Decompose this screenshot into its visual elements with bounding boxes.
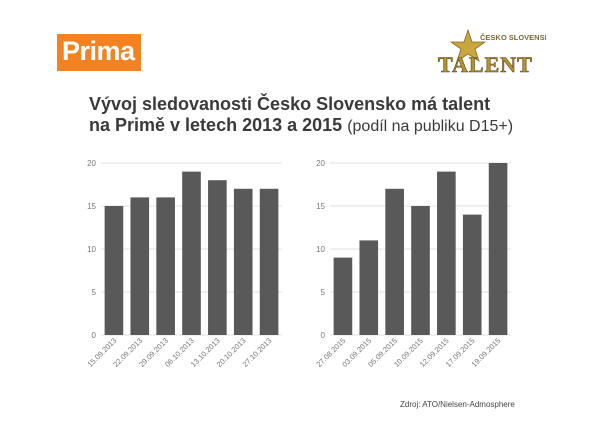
bar [462, 214, 482, 335]
y-tick-label: 20 [87, 159, 96, 168]
bar [359, 240, 379, 335]
y-tick-label: 0 [92, 331, 97, 340]
title-line-2: na Primě v letech 2013 a 2015 (podíl na … [89, 115, 569, 137]
y-tick-label: 10 [316, 245, 325, 254]
y-tick-label: 0 [321, 331, 326, 340]
chart-2013: 0510152015.09.201322.09.201329.09.201306… [85, 159, 282, 369]
talent-star-icon: ČESKO SLOVENSKO MÁ TALENT [438, 28, 546, 76]
bar [385, 188, 404, 335]
bar [488, 163, 508, 335]
bar [233, 188, 253, 335]
bar [333, 257, 353, 335]
y-tick-label: 20 [316, 159, 325, 168]
page-title: Vývoj sledovanosti Česko Slovensko má ta… [89, 94, 569, 137]
bar [156, 197, 175, 335]
bar [208, 180, 227, 335]
bar [259, 188, 279, 335]
talent-show-logo: ČESKO SLOVENSKO MÁ TALENT [428, 28, 546, 76]
bar [130, 197, 150, 335]
source-note: Zdroj: ATO/Nielsen-Admosphere [400, 400, 515, 409]
bar [104, 206, 124, 335]
y-tick-label: 5 [321, 288, 326, 297]
talent-logo-big-text: TALENT [438, 52, 533, 76]
y-tick-label: 15 [87, 202, 96, 211]
talent-logo-small-text: ČESKO SLOVENSKO MÁ [480, 33, 546, 42]
y-tick-label: 5 [92, 288, 97, 297]
title-line-1: Vývoj sledovanosti Česko Slovensko má ta… [89, 94, 491, 114]
bar [182, 171, 201, 335]
prima-logo-text: Prima [62, 36, 135, 66]
title-subtitle: (podíl na publiku D15+) [347, 118, 514, 135]
prima-logo: Prima [57, 34, 141, 71]
bar [411, 206, 430, 335]
chart-2015: 0510152027.08.201503.09.201505.09.201510… [314, 159, 511, 369]
title-line-2-main: na Primě v letech 2013 a 2015 [89, 115, 343, 135]
y-tick-label: 15 [316, 202, 325, 211]
bar [437, 171, 456, 335]
y-tick-label: 10 [87, 245, 96, 254]
